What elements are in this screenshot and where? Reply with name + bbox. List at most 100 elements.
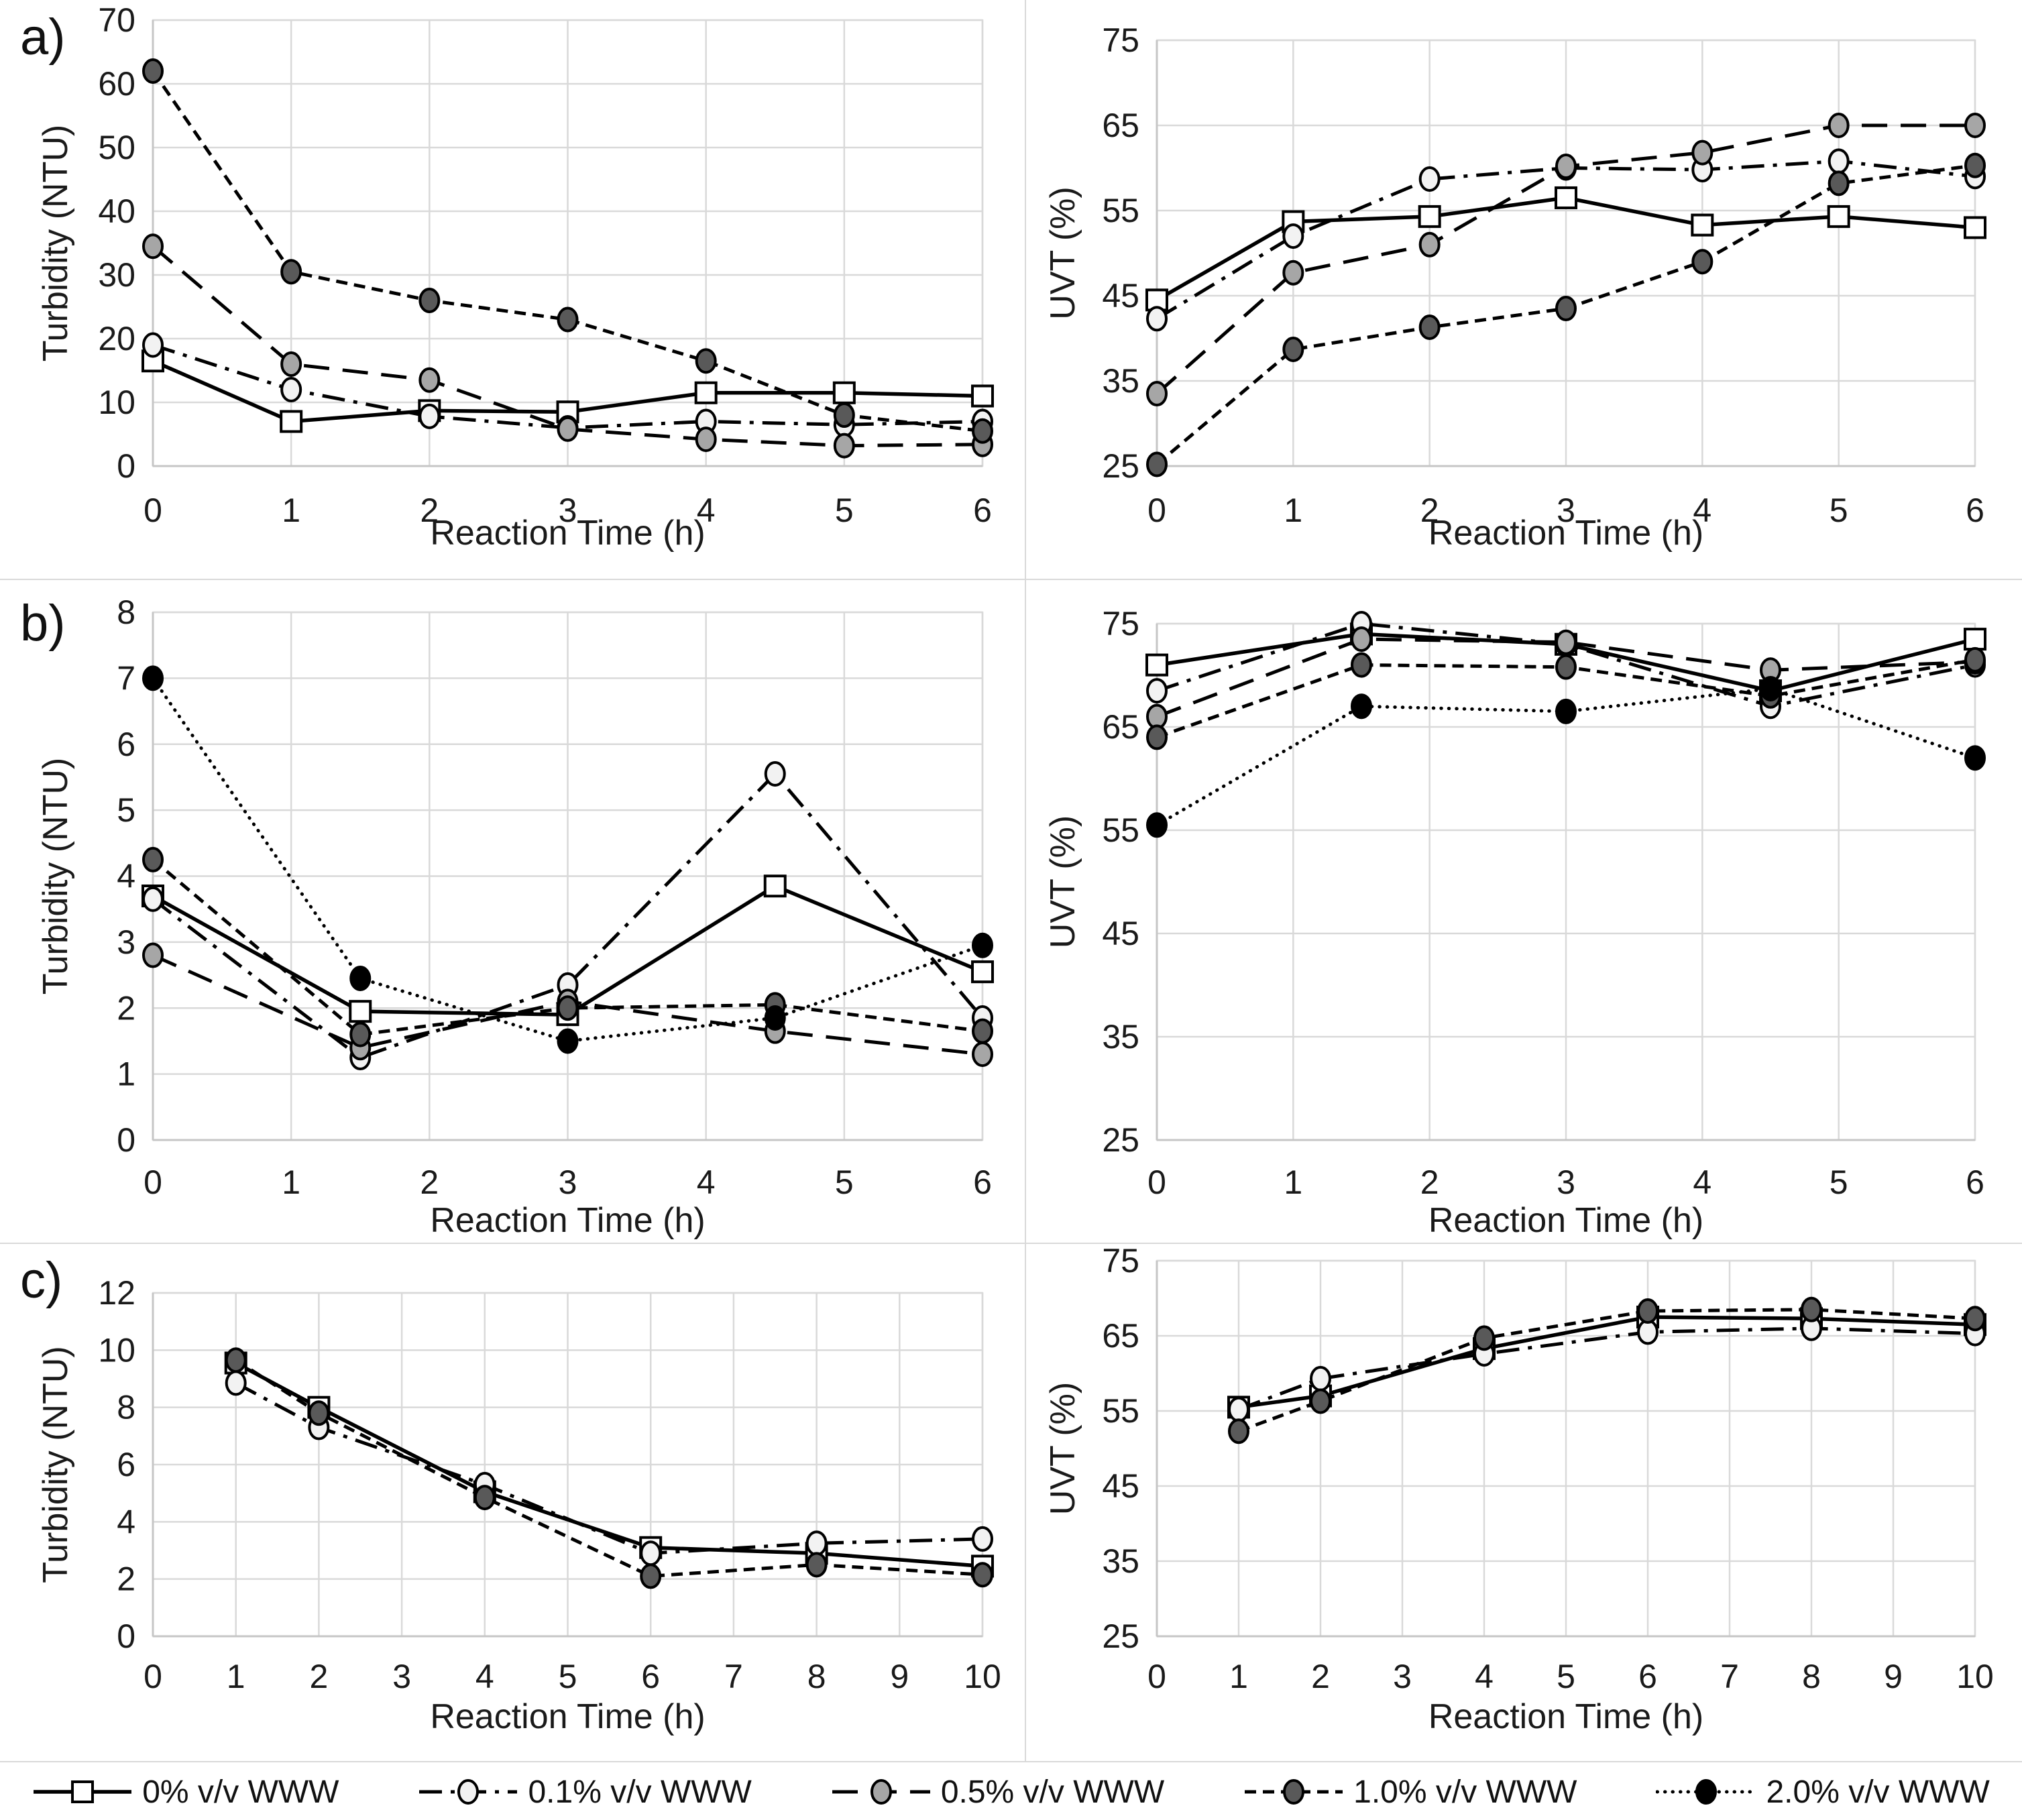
- data-point-pct0: [971, 384, 994, 408]
- data-point-pct10: [418, 288, 441, 313]
- data-point-pct0: [1555, 186, 1577, 209]
- y-tick-label: 0: [117, 447, 135, 485]
- data-point-pct0: [1827, 205, 1850, 228]
- data-point-pct10: [1310, 1388, 1331, 1414]
- y-tick-label: 10: [98, 384, 135, 421]
- data-point-pct10: [640, 1563, 662, 1589]
- x-tick-label: 0: [144, 492, 162, 529]
- y-tick-label: 8: [117, 1389, 135, 1426]
- data-point-pct01: [1282, 223, 1304, 249]
- x-tick-label: 6: [641, 1658, 660, 1695]
- data-point-pct01: [142, 886, 164, 912]
- data-point-pct0: [1964, 628, 1986, 651]
- x-tick-label: 3: [392, 1658, 411, 1695]
- data-point-pct20: [1760, 676, 1781, 702]
- legend-item-pct20: 2.0% v/v WWW: [1656, 1774, 1990, 1811]
- data-point-pct10: [1351, 652, 1372, 678]
- data-point-pct01: [972, 1526, 993, 1552]
- x-tick-label: 1: [282, 492, 300, 529]
- legend-marker-pct05: [870, 1779, 892, 1805]
- y-tick-label: 45: [1102, 915, 1139, 952]
- chart-a-turbidity: 0 10 20 30 40 50 60 70 0 1 2 3 4 5 6 Reaction Time (h) T…: [0, 0, 1033, 582]
- y-tick-label: 60: [98, 65, 135, 103]
- y-tick-label: 45: [1102, 277, 1139, 315]
- y-axis-title: UVT (%): [1044, 186, 1082, 319]
- x-tick-label: 3: [1557, 1163, 1575, 1201]
- series-line-pct0: [1238, 1315, 1976, 1410]
- data-point-pct05: [1828, 113, 1850, 138]
- data-point-pct01: [418, 403, 441, 429]
- x-tick-label: 3: [1557, 492, 1575, 529]
- data-point-pct10: [308, 1400, 330, 1426]
- legend-label: 0% v/v WWW: [142, 1774, 339, 1810]
- x-tick-label: 8: [1802, 1658, 1821, 1695]
- series-line-pct01: [1238, 1326, 1976, 1412]
- y-tick-label: 7: [117, 659, 135, 697]
- data-point-pct20: [349, 965, 372, 991]
- x-tick-label: 5: [1557, 1658, 1575, 1695]
- data-point-pct01: [1228, 1396, 1249, 1422]
- data-point-pct01: [805, 1530, 828, 1556]
- data-point-pct20: [1351, 693, 1372, 720]
- data-point-pct10: [1146, 451, 1168, 477]
- legend-item-pct05: 0.5% v/v WWW: [831, 1774, 1164, 1811]
- data-point-pct10: [1418, 314, 1441, 340]
- chart-c-uvt: 25 35 45 55 65 75 0 1 2 3 4 5 6 7 8 9 10 Reaction Time (h…: [1033, 1242, 2022, 1764]
- legend-label: 0.1% v/v WWW: [528, 1774, 752, 1810]
- data-point-pct0: [971, 960, 994, 984]
- y-tick-label: 50: [98, 129, 135, 166]
- legend-item-pct0: 0% v/v WWW: [32, 1774, 339, 1811]
- data-point-pct0: [1691, 213, 1714, 237]
- data-point-pct05: [1964, 113, 1986, 138]
- data-point-pct10: [1964, 646, 1986, 673]
- x-tick-label: 1: [227, 1658, 245, 1695]
- data-point-pct10: [972, 1562, 993, 1588]
- y-axis-title: Turbidity (NTU): [36, 125, 75, 361]
- y-tick-label: 4: [117, 858, 135, 895]
- x-tick-label: 10: [1956, 1658, 1994, 1695]
- y-tick-label: 65: [1102, 107, 1139, 144]
- data-point-pct0: [763, 874, 787, 898]
- data-point-pct10: [972, 1018, 993, 1044]
- y-tick-label: 0: [117, 1617, 135, 1655]
- data-point-pct05: [1555, 629, 1577, 655]
- data-point-pct01: [1310, 1365, 1331, 1391]
- x-tick-label: 4: [475, 1658, 494, 1695]
- x-tick-label: 9: [1884, 1658, 1903, 1695]
- y-axis-title: Turbidity (NTU): [36, 758, 75, 994]
- legend-label: 2.0% v/v WWW: [1766, 1774, 1990, 1810]
- x-tick-label: 5: [835, 1163, 854, 1201]
- x-tick-label: 6: [1638, 1658, 1657, 1695]
- legend-marker-pct20: [1695, 1779, 1718, 1805]
- data-point-pct10: [1801, 1296, 1822, 1322]
- x-tick-label: 2: [309, 1658, 328, 1695]
- data-point-pct10: [225, 1347, 247, 1373]
- panel-label-a: a): [20, 9, 66, 66]
- data-point-pct10: [1828, 170, 1850, 196]
- x-tick-label: 0: [1147, 1163, 1166, 1201]
- data-point-pct0: [832, 381, 856, 404]
- data-point-pct10: [1473, 1325, 1495, 1351]
- data-point-pct05: [1555, 153, 1577, 179]
- x-tick-label: 6: [1966, 492, 1984, 529]
- series-line-pct20: [151, 676, 985, 1043]
- x-tick-label: 1: [282, 1163, 300, 1201]
- data-point-pct10: [142, 58, 164, 84]
- y-tick-label: 20: [98, 320, 135, 357]
- data-point-pct10: [1282, 337, 1304, 363]
- data-point-pct10: [349, 1021, 372, 1047]
- data-point-pct20: [557, 1028, 579, 1054]
- x-tick-label: 4: [697, 492, 716, 529]
- y-axis-title: UVT (%): [1044, 815, 1082, 948]
- data-point-pct05: [833, 433, 855, 459]
- data-point-pct20: [1555, 698, 1577, 724]
- legend-label: 0.5% v/v WWW: [940, 1774, 1165, 1810]
- y-tick-label: 8: [117, 593, 135, 631]
- data-point-pct10: [1637, 1298, 1659, 1324]
- data-point-pct10: [1964, 1306, 1986, 1332]
- x-tick-label: 0: [1147, 492, 1166, 529]
- data-point-pct10: [1555, 654, 1577, 680]
- data-point-pct20: [142, 665, 164, 691]
